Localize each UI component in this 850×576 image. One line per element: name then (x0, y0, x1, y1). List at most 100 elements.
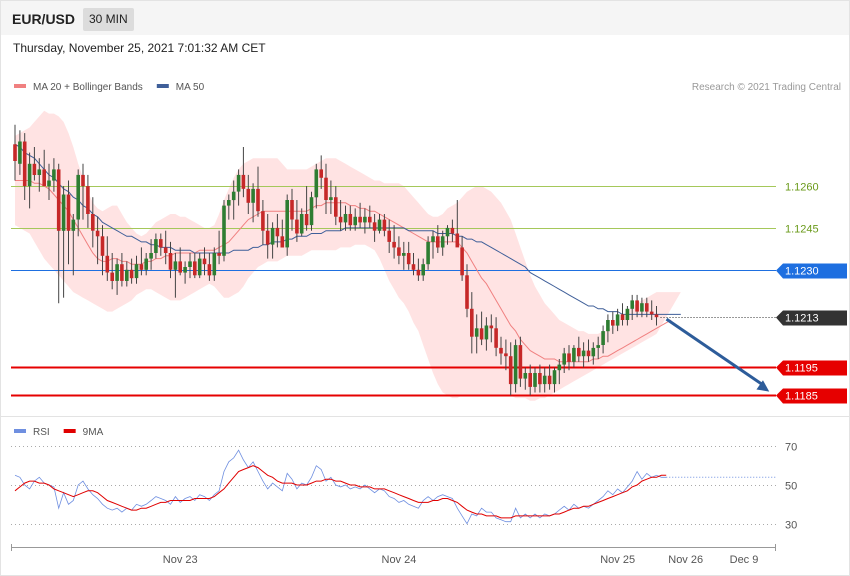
level-tag-4 (776, 360, 847, 376)
candle-74 (372, 214, 377, 242)
candle-body (358, 216, 362, 223)
candle-body (445, 227, 450, 237)
candle-body (645, 303, 649, 312)
candle-75 (377, 214, 382, 234)
candle-body (387, 230, 391, 242)
candle-body (489, 325, 494, 329)
candle-86 (431, 230, 435, 259)
candle-body (382, 219, 387, 231)
candle-body (465, 275, 469, 309)
candle-body (348, 214, 353, 226)
candle-9 (56, 163, 61, 304)
candle-body (402, 253, 406, 256)
candle-91 (455, 200, 460, 248)
rsi-legend-swatch-rsi_ma (63, 429, 76, 433)
candle-body (572, 347, 576, 362)
candle-121 (601, 325, 605, 354)
candle-body (635, 300, 639, 312)
candle-95 (474, 314, 479, 354)
candle-body (163, 247, 168, 253)
candle-105 (523, 367, 528, 390)
candle-body (66, 194, 71, 231)
candle-body (542, 375, 547, 385)
level-label-5: 1.1185 (785, 391, 818, 403)
candle-128 (635, 294, 639, 318)
candle-body (630, 300, 634, 309)
candle-36 (188, 253, 192, 279)
candle-22 (120, 253, 124, 287)
candle-79 (397, 236, 401, 265)
candle-125 (620, 303, 625, 326)
candle-107 (533, 367, 537, 393)
candle-body (285, 200, 289, 248)
candle-51 (261, 200, 265, 245)
candle-body (168, 253, 173, 270)
candle-68 (343, 205, 348, 231)
candle-body (368, 216, 372, 223)
candle-body (270, 227, 275, 245)
candle-29 (154, 233, 158, 259)
candle-body (13, 144, 17, 161)
candle-62 (314, 163, 319, 209)
candle-body (654, 314, 659, 318)
candle-71 (358, 202, 362, 228)
candle-body (377, 219, 382, 231)
candle-115 (572, 345, 576, 368)
candle-body (295, 219, 299, 234)
candle-73 (368, 205, 372, 228)
candle-5 (37, 158, 42, 192)
candle-57 (290, 188, 294, 231)
candle-body (251, 188, 255, 203)
candle-body (338, 216, 343, 223)
candle-69 (348, 205, 353, 231)
candle-63 (319, 155, 323, 189)
time-tick-label-nov-23: Nov 23 (163, 554, 198, 566)
candle-33 (173, 253, 178, 298)
candle-114 (567, 345, 571, 371)
time-tick-label-nov-25: Nov 25 (600, 554, 635, 566)
candle-body (125, 269, 129, 281)
candle-body (173, 261, 178, 270)
candle-82 (411, 253, 416, 276)
candle-body (611, 320, 615, 326)
candle-body (212, 253, 217, 276)
candle-25 (134, 255, 139, 284)
candle-body (193, 261, 197, 276)
level-label-2: 1.1230 (785, 266, 819, 278)
candle-body (649, 311, 654, 315)
candle-body (207, 264, 212, 276)
credit-text: Research © 2021 Trading Central (692, 82, 841, 93)
level-label-1: 1.1245 (785, 224, 819, 236)
candle-body (577, 347, 581, 357)
candle-body (591, 347, 596, 357)
time-tick-label-dec-9: Dec 9 (730, 554, 759, 566)
candle-120 (596, 336, 600, 359)
candle-23 (125, 261, 129, 287)
candle-47 (241, 147, 246, 198)
candle-body (290, 200, 294, 220)
candle-4 (32, 147, 37, 181)
candle-body (120, 264, 124, 281)
candle-body (523, 373, 528, 379)
candle-45 (231, 180, 236, 220)
candle-body (47, 180, 51, 187)
legend-label-ma20: MA 20 + Bollinger Bands (33, 82, 143, 93)
legend-label-ma50: MA 50 (176, 82, 205, 93)
candle-3 (27, 152, 32, 209)
candle-97 (484, 317, 489, 351)
candle-65 (329, 180, 333, 214)
candle-body (100, 236, 105, 256)
candle-59 (299, 208, 304, 237)
bollinger-band (15, 110, 681, 401)
candle-body (52, 169, 56, 181)
candle-body (363, 216, 367, 223)
candle-body (61, 194, 66, 231)
time-tick-label-nov-26: Nov 26 (668, 554, 703, 566)
candle-98 (489, 314, 494, 343)
candle-104 (518, 336, 523, 387)
candle-32 (168, 241, 173, 279)
candle-body (129, 269, 134, 279)
title-bar: EUR/USD 30 MIN (1, 1, 849, 35)
timeframe-badge[interactable]: 30 MIN (83, 8, 134, 31)
candle-117 (581, 342, 586, 368)
